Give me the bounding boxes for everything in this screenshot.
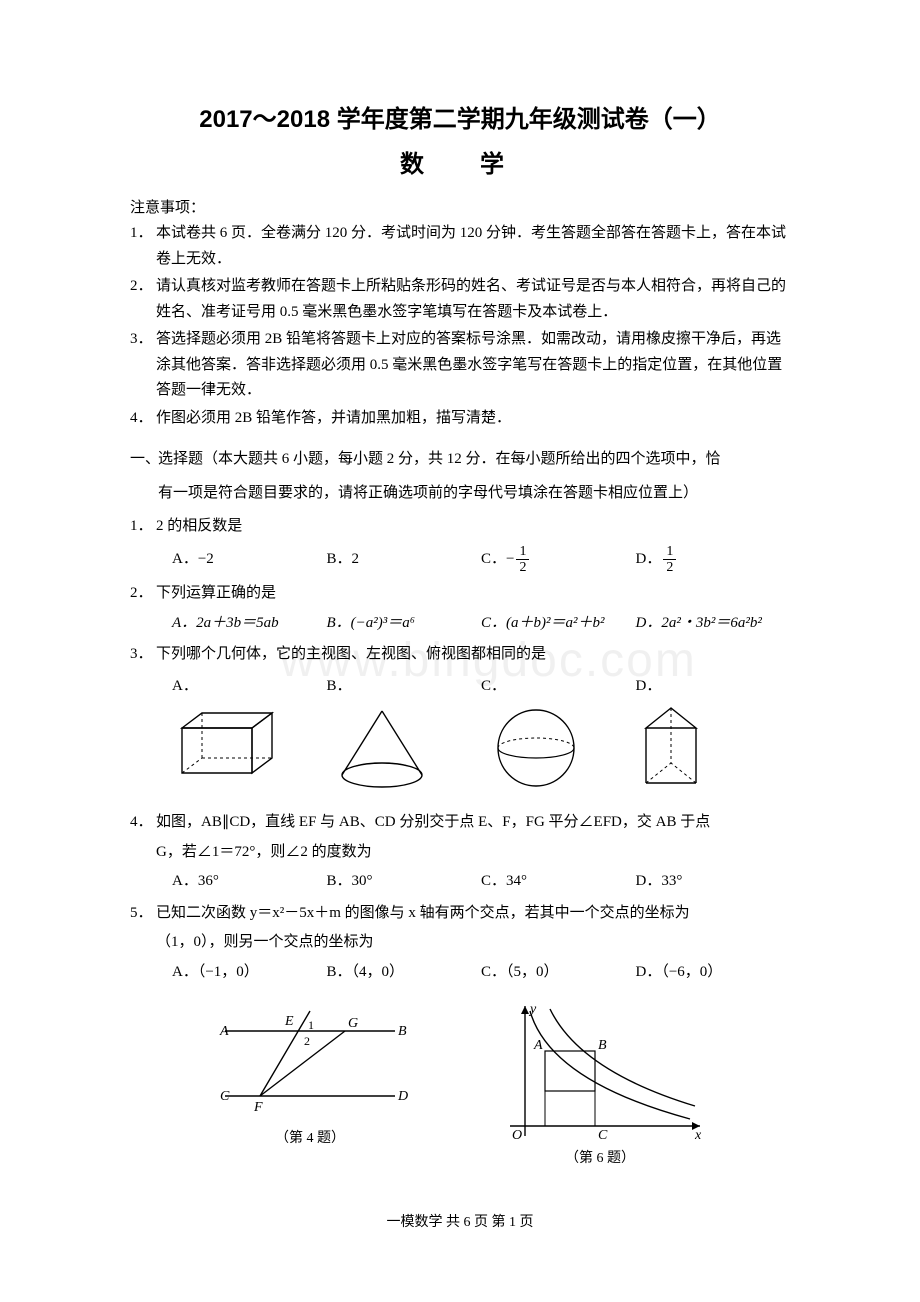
figure-q4-svg: A B C D E F G 1 2 (210, 1001, 410, 1121)
sphere-icon (481, 703, 591, 793)
figure-q4: A B C D E F G 1 2 （第 4 题） (210, 1001, 410, 1171)
question-num: 4． (130, 810, 153, 836)
svg-text:E: E (284, 1014, 294, 1029)
notice-item: 3． 答选择题必须用 2B 铅笔将答题卡上对应的答案标号涂黑．如需改动，请用橡皮… (130, 327, 790, 404)
question-num: 5． (130, 901, 153, 927)
notice-item: 1． 本试卷共 6 页．全卷满分 120 分．考试时间为 120 分钟．考生答题… (130, 221, 790, 272)
notice-item: 2． 请认真核对监考教师在答题卡上所粘贴条形码的姓名、考试证号是否与本人相符合，… (130, 274, 790, 325)
notice-text: 作图必须用 2B 铅笔作答，并请加黑加粗，描写清楚． (156, 410, 511, 426)
cone-icon (327, 703, 437, 793)
section-num: 一、 (130, 447, 160, 473)
svg-text:y: y (528, 1002, 537, 1017)
svg-text:1: 1 (308, 1018, 314, 1032)
svg-text:B: B (598, 1038, 607, 1053)
figures-row: A B C D E F G 1 2 （第 4 题） A B C O x (130, 1001, 790, 1171)
option-c: C．− 12 (481, 544, 636, 576)
svg-text:C: C (220, 1089, 230, 1104)
notice-num: 1． (130, 221, 153, 247)
shape-cone: B． (327, 674, 482, 794)
figure-q6-svg: A B C O x y (490, 1001, 710, 1141)
question-stem: 如图，AB∥CD，直线 EF 与 AB、CD 分别交于点 E、F，FG 平分∠E… (156, 814, 710, 830)
option-c: C．(a＋b)²＝a²＋b² (481, 611, 636, 637)
option-b: B．30° (327, 869, 482, 895)
notice-num: 2． (130, 274, 153, 300)
svg-text:O: O (512, 1128, 522, 1141)
page-footer: 一模数学 共 6 页 第 1 页 (130, 1211, 790, 1235)
question-3: 3． 下列哪个几何体，它的主视图、左视图、俯视图都相同的是 A． B． (130, 642, 790, 798)
svg-text:A: A (219, 1024, 229, 1039)
question-5: 5． 已知二次函数 y＝x²－5x＋m 的图像与 x 轴有两个交点，若其中一个交… (130, 901, 790, 986)
section-text: 选择题（本大题共 6 小题，每小题 2 分，共 12 分．在每小题所给出的四个选… (158, 451, 721, 467)
question-num: 3． (130, 642, 153, 668)
option-a: A．（−1，0） (172, 960, 327, 986)
svg-text:B: B (398, 1024, 407, 1039)
question-2: 2． 下列运算正确的是 A．2a＋3b＝5ab B．(−a²)³＝a⁶ C．(a… (130, 581, 790, 636)
figure-caption: （第 4 题） (275, 1127, 345, 1151)
svg-text:F: F (253, 1100, 263, 1115)
svg-text:D: D (397, 1089, 408, 1104)
svg-text:x: x (694, 1128, 702, 1141)
svg-text:G: G (348, 1016, 358, 1031)
svg-text:C: C (598, 1128, 608, 1141)
notice-list: 1． 本试卷共 6 页．全卷满分 120 分．考试时间为 120 分钟．考生答题… (130, 221, 790, 431)
section-heading: 一、 选择题（本大题共 6 小题，每小题 2 分，共 12 分．在每小题所给出的… (130, 447, 790, 473)
option-a: A．2a＋3b＝5ab (172, 611, 327, 637)
question-stem: 已知二次函数 y＝x²－5x＋m 的图像与 x 轴有两个交点，若其中一个交点的坐… (156, 905, 690, 921)
question-num: 1． (130, 514, 153, 540)
svg-text:2: 2 (304, 1034, 310, 1048)
subject: 数 学 (130, 145, 790, 186)
question-1: 1． 2 的相反数是 A．−2 B．2 C．− 12 D． 12 (130, 514, 790, 575)
prism-icon (636, 703, 716, 798)
option-d: D．（−6，0） (636, 960, 791, 986)
question-4: 4． 如图，AB∥CD，直线 EF 与 AB、CD 分别交于点 E、F，FG 平… (130, 810, 790, 895)
figure-q6: A B C O x y （第 6 题） (490, 1001, 710, 1171)
option-d: D． 12 (636, 544, 791, 576)
svg-text:A: A (533, 1038, 543, 1053)
notice-text: 请认真核对监考教师在答题卡上所粘贴条形码的姓名、考试证号是否与本人相符合，再将自… (156, 278, 786, 320)
section-text-cont: 有一项是符合题目要求的，请将正确选项前的字母代号填涂在答题卡相应位置上） (130, 481, 790, 507)
option-d: D．33° (636, 869, 791, 895)
option-b: B．(−a²)³＝a⁶ (327, 611, 482, 637)
notice-text: 答选择题必须用 2B 铅笔将答题卡上对应的答案标号涂黑．如需改动，请用橡皮擦干净… (156, 331, 782, 398)
shape-sphere: C． (481, 674, 636, 794)
notice-item: 4． 作图必须用 2B 铅笔作答，并请加黑加粗，描写清楚． (130, 406, 790, 432)
option-b: B．2 (327, 547, 482, 573)
question-stem: 2 的相反数是 (156, 518, 242, 534)
figure-caption: （第 6 题） (565, 1147, 635, 1171)
question-stem: 下列运算正确的是 (156, 585, 276, 601)
question-stem-cont: G，若∠1＝72°，则∠2 的度数为 (130, 840, 790, 866)
option-a: A．36° (172, 869, 327, 895)
question-num: 2． (130, 581, 153, 607)
page-title: 2017～2018 学年度第二学期九年级测试卷（一） (130, 100, 790, 141)
option-c: C．34° (481, 869, 636, 895)
notice-heading: 注意事项： (130, 196, 790, 222)
option-b: B．（4，0） (327, 960, 482, 986)
cuboid-icon (172, 703, 282, 783)
notice-text: 本试卷共 6 页．全卷满分 120 分．考试时间为 120 分钟．考生答题全部答… (156, 225, 786, 267)
shape-prism: D． (636, 674, 791, 799)
question-stem: 下列哪个几何体，它的主视图、左视图、俯视图都相同的是 (156, 646, 546, 662)
question-stem-cont: （1，0），则另一个交点的坐标为 (130, 930, 790, 956)
notice-num: 4． (130, 406, 153, 432)
option-c: C．（5，0） (481, 960, 636, 986)
option-a: A．−2 (172, 547, 327, 573)
option-d: D．2a²・3b²＝6a²b² (636, 611, 791, 637)
notice-num: 3． (130, 327, 153, 353)
shape-cuboid: A． (172, 674, 327, 784)
